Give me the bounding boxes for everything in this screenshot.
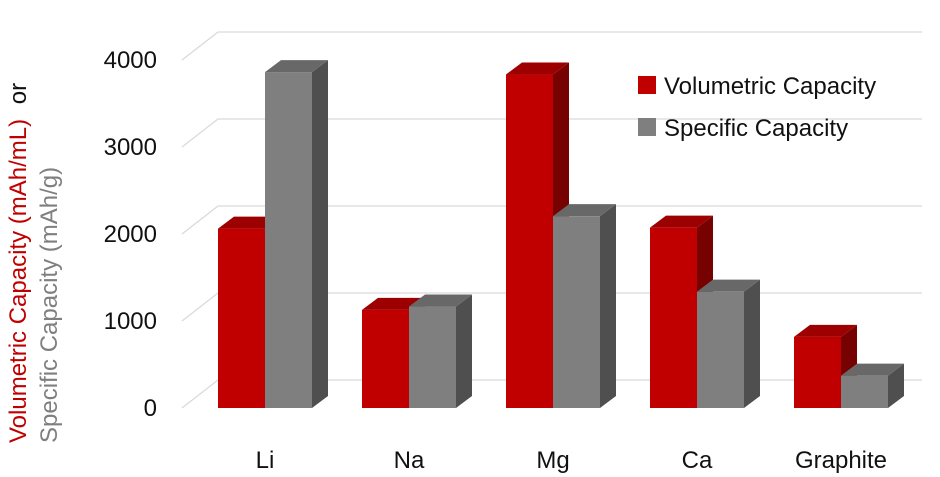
bar-front <box>794 336 841 408</box>
bar-graphite-volumetric <box>794 324 857 408</box>
y-tick-label: 3000 <box>104 134 157 161</box>
legend-label: Volumetric Capacity <box>664 73 876 100</box>
y-tick-label: 0 <box>144 395 157 422</box>
bar-front <box>265 72 312 408</box>
bar-side <box>744 279 760 408</box>
y-tick-labels: 0 1000 2000 3000 4000 <box>104 47 157 422</box>
x-category-label: Mg <box>536 447 569 474</box>
bar-graphite-specific <box>841 363 904 408</box>
bar-na-specific <box>409 294 472 408</box>
bar-top <box>553 204 616 217</box>
bar-side <box>600 204 616 408</box>
bar-front <box>841 375 888 408</box>
legend-label: Specific Capacity <box>664 115 848 142</box>
bar-front <box>650 227 697 408</box>
legend-swatch <box>638 76 656 94</box>
bar-top <box>841 363 904 376</box>
bar-front <box>553 216 600 408</box>
bar-side <box>888 363 904 408</box>
y-tick-label: 4000 <box>104 47 157 74</box>
x-category-label: Na <box>394 447 425 474</box>
gridline-diag <box>181 118 219 148</box>
bar-top <box>697 279 760 292</box>
bar-li-specific <box>265 60 328 409</box>
bars <box>218 60 904 409</box>
bar-side <box>312 60 328 409</box>
x-category-label: Graphite <box>795 447 887 474</box>
legend: Volumetric Capacity Specific Capacity <box>638 73 876 142</box>
bar-mg-specific <box>553 204 616 408</box>
bar-front <box>362 309 409 408</box>
legend-swatch <box>638 118 656 136</box>
gridline-diag <box>181 205 219 235</box>
bar-top <box>794 324 857 337</box>
bar-top <box>265 60 328 73</box>
x-category-label: Ca <box>682 447 713 474</box>
bar-top <box>506 62 569 75</box>
bar-top <box>409 294 472 307</box>
bar-front <box>697 291 744 408</box>
gridline-diag <box>181 31 219 61</box>
x-category-labels: Li Na Mg Ca Graphite <box>256 447 887 474</box>
bar-side <box>456 294 472 408</box>
y-tick-label: 1000 <box>104 308 157 335</box>
y-axis-title-volumetric: Volumetric Capacity (mAh/mL) <box>5 119 32 443</box>
bar-front <box>506 74 553 409</box>
y-axis-title-or: or <box>5 83 32 104</box>
gridline-diag <box>181 292 219 322</box>
bar-front <box>409 306 456 408</box>
y-axis-title-specific: Specific Capacity (mAh/g) <box>36 167 63 443</box>
y-tick-label: 2000 <box>104 221 157 248</box>
gridline-diag <box>181 379 219 409</box>
bar-ca-specific <box>697 279 760 408</box>
bar-ca-volumetric <box>650 215 713 408</box>
y-axis-title-line1: Volumetric Capacity (mAh/mL) or <box>5 83 32 443</box>
bar-top <box>650 215 713 228</box>
bar-front <box>218 228 265 408</box>
x-category-label: Li <box>256 447 275 474</box>
